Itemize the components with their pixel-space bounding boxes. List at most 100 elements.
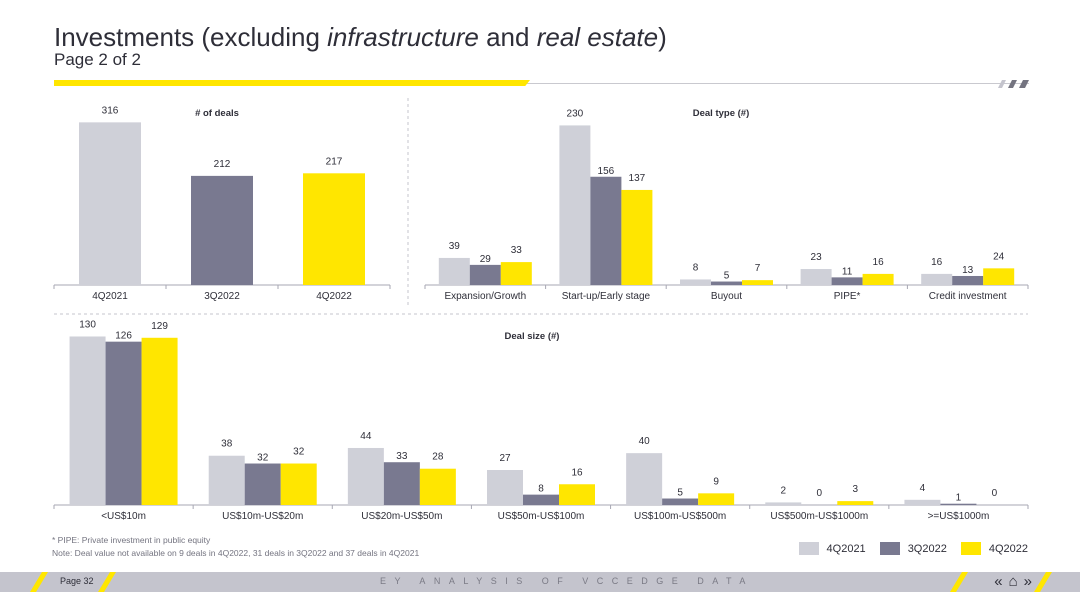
page-title: Investments (excluding infrastructure an… — [54, 22, 667, 52]
legend: 4Q2021 3Q2022 4Q2022 — [798, 542, 1028, 555]
x-tick-label: Buyout — [711, 291, 742, 302]
chart-deal-type: Deal type (#) Expansion/Growth 39 29 33 Start… — [424, 108, 1029, 302]
data-label: 4 — [920, 483, 926, 494]
bar-4q2021-value — [79, 122, 141, 286]
footer-source: EY ANALYSIS OF VCCEDGE DATA — [380, 576, 754, 586]
header-divider — [54, 83, 1029, 84]
bar-start-up-early-stage-4q2021 — [559, 125, 591, 285]
data-label: 32 — [257, 453, 269, 464]
bar-buyout-4q2021 — [680, 279, 711, 285]
bar-us-50m-us-100m-3q2022 — [523, 494, 559, 505]
bar-us-1000m-4q2021 — [904, 499, 941, 505]
bar-expansion-growth-4q2022 — [500, 262, 532, 285]
x-tick-label: PIPE* — [834, 291, 861, 302]
x-tick-label: US$100m-US$500m — [634, 511, 726, 522]
data-label: 2 — [781, 485, 787, 496]
data-label: 5 — [724, 271, 730, 282]
bar-us-10m-4q2021 — [69, 336, 106, 505]
x-tick-label: Expansion/Growth — [444, 291, 526, 302]
data-label: 44 — [360, 431, 372, 442]
bar-us-20m-us-50m-4q2022 — [419, 468, 456, 505]
data-label: 16 — [571, 467, 583, 478]
bar-us-50m-us-100m-4q2021 — [487, 470, 523, 505]
chart-title: Deal type (#) — [693, 108, 750, 119]
data-label: 316 — [102, 105, 119, 116]
data-label: 3 — [853, 484, 859, 495]
data-label: 217 — [326, 156, 343, 167]
footnote-pipe: * PIPE: Private investment in public equ… — [52, 535, 211, 545]
bar-us-100m-us-500m-4q2021 — [626, 453, 663, 505]
x-tick-label: 4Q2021 — [92, 291, 128, 302]
legend-label: 4Q2021 — [826, 542, 866, 555]
x-tick-label: Start-up/Early stage — [562, 291, 651, 302]
legend-item-3q2022: 3Q2022 — [879, 542, 947, 555]
x-tick-label: 4Q2022 — [316, 291, 352, 302]
data-label: 5 — [677, 488, 683, 499]
data-label: 212 — [214, 159, 231, 170]
bar-4q2022-value — [303, 173, 365, 285]
data-label: 1 — [956, 493, 962, 504]
bar-us-500m-us-1000m-4q2022 — [837, 501, 874, 505]
bar-us-500m-us-1000m-4q2021 — [765, 502, 802, 505]
x-tick-label: US$20m-US$50m — [361, 511, 442, 522]
data-label: 13 — [962, 265, 974, 276]
bar-expansion-growth-3q2022 — [469, 264, 501, 285]
x-tick-label: US$500m-US$1000m — [770, 511, 868, 522]
x-tick-label: Credit investment — [929, 291, 1007, 302]
data-label: 24 — [993, 251, 1005, 262]
data-label: 9 — [713, 476, 719, 487]
data-label: 39 — [449, 241, 461, 252]
bar-us-50m-us-100m-4q2022 — [559, 484, 595, 505]
x-tick-label: US$50m-US$100m — [498, 511, 585, 522]
header-accent-bar — [54, 80, 530, 86]
data-label: 32 — [293, 447, 305, 458]
data-label: 27 — [499, 453, 511, 464]
bar-start-up-early-stage-4q2022 — [621, 189, 653, 285]
bar-buyout-4q2022 — [742, 280, 773, 285]
bar-us-20m-us-50m-3q2022 — [383, 462, 420, 505]
previous-page-icon[interactable]: « — [994, 573, 1003, 590]
data-label: 8 — [693, 262, 699, 273]
bar-us-1000m-3q2022 — [940, 503, 977, 505]
data-label: 0 — [817, 488, 823, 499]
data-label: 126 — [115, 331, 132, 342]
bar-us-10m-3q2022 — [105, 341, 142, 505]
bar-us-10m-us-20m-3q2022 — [244, 463, 281, 505]
legend-label: 3Q2022 — [907, 542, 947, 555]
bar-pipe-4q2022 — [862, 273, 894, 285]
footer-slash-icon — [30, 572, 48, 592]
footer-slash-icon — [98, 572, 116, 592]
bar-credit-investment-4q2022 — [983, 268, 1015, 285]
page-number: Page 32 — [60, 576, 94, 586]
bar-us-100m-us-500m-4q2022 — [698, 493, 735, 505]
data-label: 137 — [629, 173, 646, 184]
legend-swatch — [879, 542, 900, 555]
footer-bar: Page 32 EY ANALYSIS OF VCCEDGE DATA « ⌂ … — [0, 572, 1080, 592]
data-label: 29 — [480, 254, 492, 265]
chart-deal-size: Deal size (#)<US$10m130126129US$10m-US$2… — [53, 319, 1029, 522]
data-label: 40 — [639, 436, 651, 447]
footer-slash-icon — [950, 572, 968, 592]
bar-3q2022-value — [191, 175, 253, 285]
bar-expansion-growth-4q2021 — [438, 257, 470, 285]
data-label: 129 — [151, 321, 168, 332]
data-label: 130 — [79, 319, 96, 330]
bar-pipe-4q2021 — [800, 269, 832, 285]
bar-credit-investment-4q2021 — [921, 273, 953, 285]
next-page-icon[interactable]: » — [1023, 573, 1032, 590]
nav-controls: « ⌂ » — [994, 573, 1032, 591]
bar-us-20m-us-50m-4q2021 — [347, 447, 384, 505]
chart-deals-count: # of deals 4Q2021 316 3Q2022 212 4Q2022 217 — [53, 105, 391, 302]
data-label: 0 — [992, 488, 998, 499]
x-tick-label: US$10m-US$20m — [222, 511, 303, 522]
data-label: 38 — [221, 439, 233, 450]
data-label: 11 — [842, 266, 853, 277]
footnote-note: Note: Deal value not available on 9 deal… — [52, 548, 420, 558]
legend-swatch — [960, 542, 981, 555]
x-tick-label: <US$10m — [101, 511, 146, 522]
bar-buyout-3q2022 — [711, 281, 742, 285]
legend-item-4q2022: 4Q2022 — [960, 542, 1028, 555]
home-icon[interactable]: ⌂ — [1008, 573, 1018, 590]
data-label: 156 — [598, 166, 615, 177]
